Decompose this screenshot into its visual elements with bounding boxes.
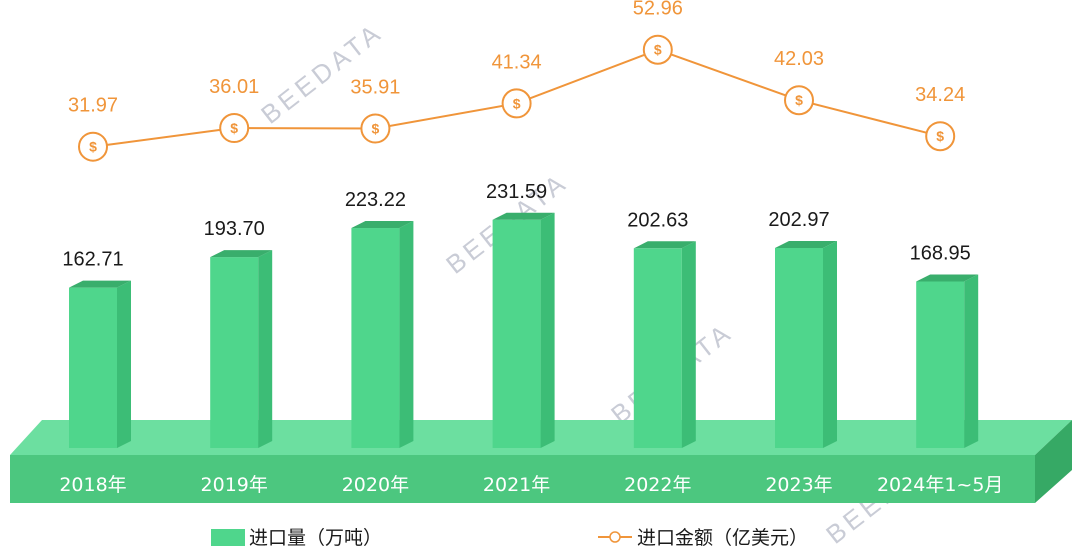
line-series-group: $31.97$36.01$35.91$41.34$52.96$42.03$34.… [68,0,965,162]
bar-front [775,247,823,448]
bar-front [916,281,965,448]
legend-label-volume: 进口量（万吨） [249,527,382,549]
bar-group: 162.71 [62,249,131,448]
dollar-sign-glyph: $ [936,128,944,144]
line-point: $52.96 [633,0,683,65]
bar-value-label: 202.97 [768,209,829,231]
bar-top [775,240,837,248]
x-tick-label: 2018年 [59,474,126,496]
legend-swatch-bar [211,529,245,546]
line-point: $36.01 [209,76,259,144]
bar-group: 193.70 [204,218,273,448]
bar-group: 202.63 [627,209,696,448]
line-point: $31.97 [68,95,118,162]
bar-top [210,250,273,258]
x-tick-label: 2021年 [483,474,550,496]
bar-top [351,221,414,229]
line-point: $41.34 [492,51,542,119]
bar-front [69,287,117,448]
dollar-coin-icon [360,113,391,144]
x-tick-label: 2019年 [201,474,268,496]
dollar-sign-glyph: $ [89,139,97,155]
bar-value-label: 231.59 [486,181,547,203]
line-value-label: 31.97 [68,95,118,117]
dollar-sign-glyph: $ [372,120,380,136]
dollar-sign-glyph: $ [795,92,803,108]
dollar-sign-glyph: $ [654,42,662,58]
dollar-coin-icon [219,113,250,144]
bar-value-label: 202.63 [627,209,688,231]
line-value-label: 36.01 [209,76,259,98]
watermark-text: BEEDATA [255,16,388,129]
base-platform-front [10,455,1035,503]
dollar-coin-icon [784,85,814,116]
bar-top [916,274,979,282]
legend: 进口量（万吨） 进口金额（亿美元） [211,527,808,549]
x-tick-label: 2020年 [342,474,409,496]
line-value-label: 41.34 [492,51,542,73]
line-value-label: 42.03 [774,48,824,70]
bar-top [69,280,131,288]
legend-item-amount: 进口金额（亿美元） [598,527,808,549]
dollar-coin-icon [925,121,956,152]
legend-item-volume: 进口量（万吨） [211,527,382,549]
bar-side [823,240,837,448]
bar-side [258,250,273,448]
line-point: $35.91 [350,76,400,144]
bar-front [492,219,541,448]
line-point: $34.24 [915,84,965,152]
bar-side [681,241,696,448]
line-value-label: 34.24 [915,84,965,106]
bar-group: 223.22 [345,189,414,448]
x-tick-label: 2023年 [765,474,832,496]
line-value-label: 52.96 [633,0,683,20]
bar-group: 168.95 [910,242,979,448]
legend-marker-icon [609,531,621,543]
bar-side [964,274,979,448]
bar-group: 231.59 [486,181,555,448]
bar-value-label: 223.22 [345,189,406,211]
category-labels: 2018年 2019年 2020年 2021年 2022年 2023年 2024年1~5月 [59,474,1003,496]
bar-top [492,212,555,220]
bar-front [633,248,682,448]
line-value-label: 35.91 [350,76,400,98]
base-platform-side [1035,420,1072,503]
bar-side [117,280,131,448]
x-tick-label: 2024年1~5月 [877,474,1003,496]
bar-group: 202.97 [768,209,837,448]
bar-side [399,221,414,448]
bar-front [351,228,400,448]
dollar-coin-icon [642,34,673,65]
dollar-coin-icon [78,131,108,162]
x-tick-label: 2022年 [624,474,691,496]
bar-front [210,257,259,448]
bar-value-label: 193.70 [204,218,265,240]
bars-group: 162.71 193.70 223.22 231.59 202.63 202.97 168.… [62,181,979,448]
bar-value-label: 168.95 [910,242,971,264]
dollar-coin-icon [501,88,532,119]
dollar-sign-glyph: $ [230,120,238,136]
bar-value-label: 162.71 [62,249,123,271]
bar-side [540,212,555,448]
line-point: $42.03 [774,48,824,116]
legend-label-amount: 进口金额（亿美元） [637,527,808,549]
bar-top [633,241,696,249]
dollar-sign-glyph: $ [513,95,521,111]
